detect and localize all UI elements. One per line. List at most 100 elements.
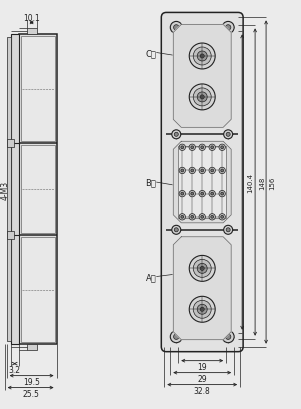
Text: 10.1: 10.1: [23, 14, 40, 23]
Circle shape: [179, 145, 185, 151]
Circle shape: [200, 96, 204, 100]
Text: 3.2: 3.2: [9, 365, 21, 374]
Circle shape: [191, 193, 194, 196]
Circle shape: [201, 216, 203, 219]
Circle shape: [199, 145, 205, 151]
Polygon shape: [173, 25, 231, 128]
Bar: [26, 29, 37, 35]
Circle shape: [211, 146, 214, 149]
Circle shape: [226, 228, 230, 232]
Circle shape: [191, 170, 194, 173]
Circle shape: [181, 146, 184, 149]
Circle shape: [172, 226, 181, 235]
Circle shape: [200, 55, 204, 59]
Circle shape: [201, 170, 203, 173]
Circle shape: [211, 216, 214, 219]
Circle shape: [197, 264, 207, 274]
Circle shape: [201, 146, 203, 149]
Circle shape: [219, 168, 225, 174]
Circle shape: [219, 191, 225, 198]
Circle shape: [211, 170, 214, 173]
Text: 29: 29: [197, 374, 207, 383]
Text: B口: B口: [145, 178, 156, 187]
Text: C口: C口: [145, 49, 156, 58]
Circle shape: [197, 52, 207, 62]
Circle shape: [189, 297, 215, 322]
Text: 32.8: 32.8: [194, 386, 211, 395]
Bar: [21, 145, 54, 234]
Bar: [19, 35, 57, 344]
Circle shape: [225, 334, 231, 339]
Circle shape: [209, 191, 216, 198]
Text: 19.5: 19.5: [23, 377, 40, 386]
Circle shape: [174, 26, 179, 31]
Circle shape: [172, 130, 181, 139]
Circle shape: [201, 193, 203, 196]
Circle shape: [193, 301, 211, 319]
Circle shape: [199, 214, 205, 220]
Bar: [7, 139, 14, 147]
Bar: [7, 38, 11, 341]
Circle shape: [224, 130, 233, 139]
Circle shape: [221, 170, 224, 173]
Circle shape: [189, 214, 195, 220]
Circle shape: [189, 168, 195, 174]
Circle shape: [193, 89, 211, 107]
Circle shape: [222, 331, 234, 343]
Circle shape: [224, 226, 233, 235]
Circle shape: [209, 145, 216, 151]
Circle shape: [221, 193, 224, 196]
Text: 19: 19: [197, 362, 207, 371]
Circle shape: [189, 256, 215, 282]
Text: 4-M3: 4-M3: [0, 180, 9, 199]
Circle shape: [189, 145, 195, 151]
Circle shape: [174, 133, 178, 137]
Circle shape: [193, 260, 211, 278]
Circle shape: [191, 146, 194, 149]
Circle shape: [211, 193, 214, 196]
Bar: [11, 35, 19, 344]
Circle shape: [179, 168, 185, 174]
Circle shape: [219, 145, 225, 151]
Bar: [7, 232, 14, 240]
Circle shape: [225, 26, 231, 31]
Bar: [178, 147, 226, 218]
Circle shape: [209, 168, 216, 174]
Polygon shape: [173, 237, 231, 340]
Circle shape: [179, 214, 185, 220]
Text: 156: 156: [269, 176, 275, 189]
Circle shape: [181, 170, 184, 173]
Circle shape: [191, 216, 194, 219]
Circle shape: [179, 191, 185, 198]
Text: 140.4: 140.4: [247, 173, 253, 193]
Circle shape: [170, 331, 182, 343]
Circle shape: [221, 216, 224, 219]
Circle shape: [189, 191, 195, 198]
Circle shape: [221, 146, 224, 149]
Circle shape: [222, 22, 234, 34]
Text: A口: A口: [146, 272, 156, 281]
Circle shape: [193, 48, 211, 66]
FancyBboxPatch shape: [161, 13, 243, 352]
Circle shape: [189, 85, 215, 110]
Circle shape: [199, 191, 205, 198]
Circle shape: [174, 228, 178, 232]
Text: 25.5: 25.5: [22, 389, 39, 398]
Circle shape: [197, 305, 207, 315]
Circle shape: [181, 216, 184, 219]
Circle shape: [181, 193, 184, 196]
Circle shape: [226, 133, 230, 137]
Circle shape: [209, 214, 216, 220]
Circle shape: [170, 22, 182, 34]
Bar: [21, 238, 54, 342]
Circle shape: [200, 267, 204, 271]
Circle shape: [197, 93, 207, 103]
Circle shape: [200, 308, 204, 312]
Polygon shape: [173, 142, 231, 223]
Circle shape: [219, 214, 225, 220]
Circle shape: [174, 334, 179, 339]
Circle shape: [189, 44, 215, 70]
Text: 148: 148: [259, 176, 265, 189]
Bar: [21, 37, 54, 141]
Bar: [26, 344, 37, 350]
